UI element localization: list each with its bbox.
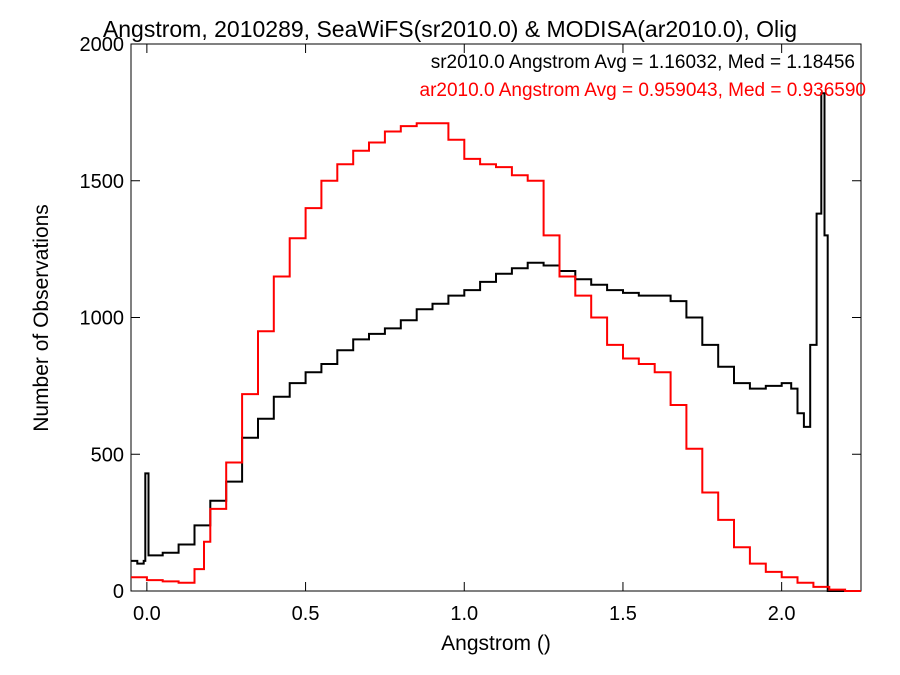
y-tick-label: 0 [113, 581, 124, 603]
y-tick-label: 1500 [80, 171, 125, 193]
plot-frame [130, 43, 862, 592]
legend-entry-ar2010: ar2010.0 Angstrom Avg = 0.959043, Med = … [420, 80, 867, 101]
y-axis-label: Number of Observations [30, 204, 53, 432]
y-tick-label: 2000 [80, 34, 125, 56]
series-line-ar2010 [131, 122, 861, 592]
x-tick-label: 2.0 [768, 603, 796, 625]
x-tick-label: 1.0 [450, 603, 478, 625]
axis-ticks: 0.0 0.5 1.0 1.5 2.0 0 500 1000 1500 2000 [80, 34, 861, 625]
x-tick-label: 1.5 [609, 603, 637, 625]
x-axis-label: Angstrom () [441, 632, 551, 655]
series-layer [131, 92, 861, 592]
y-tick-label: 1000 [80, 308, 125, 330]
legend-entry-sr2010: sr2010.0 Angstrom Avg = 1.16032, Med = 1… [431, 52, 855, 73]
x-tick-label: 0.0 [133, 603, 161, 625]
x-tick-label: 0.5 [292, 603, 320, 625]
y-tick-label: 500 [91, 444, 124, 466]
chart-title: Angstrom, 2010289, SeaWiFS(sr2010.0) & M… [103, 16, 797, 42]
